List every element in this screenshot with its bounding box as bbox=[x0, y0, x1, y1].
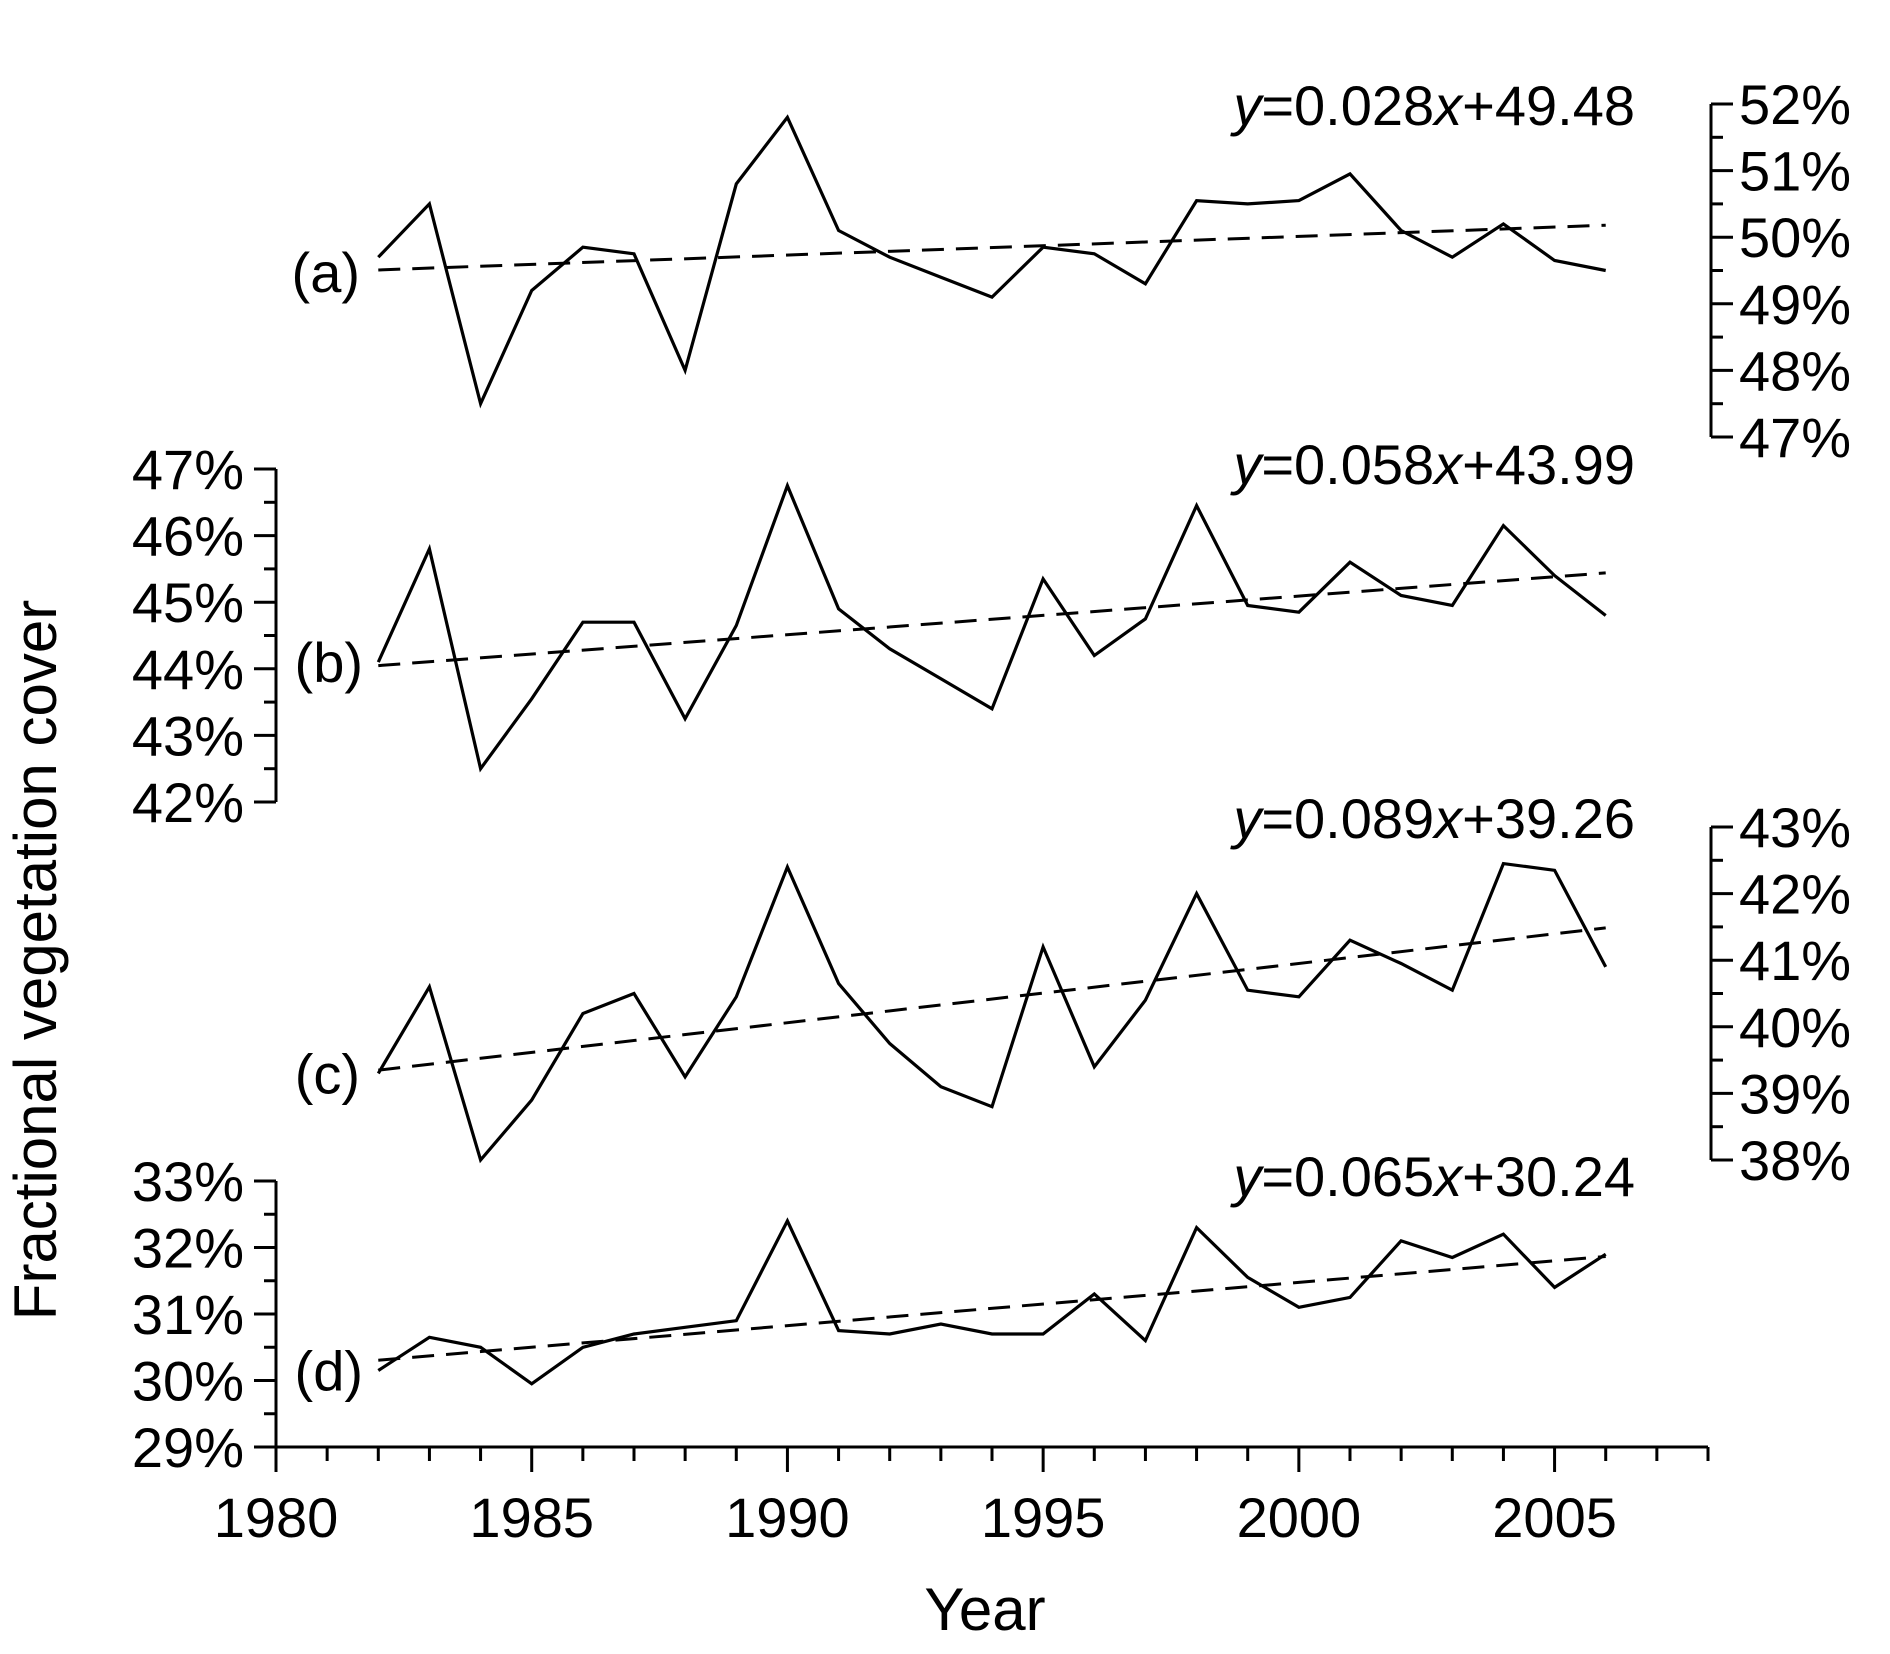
x-tick-label: 1990 bbox=[725, 1486, 850, 1549]
panel-b: 42%43%44%45%46%47% (b) y=0.058x+43.99 bbox=[132, 433, 1635, 834]
equation-part: =0.058 bbox=[1261, 433, 1434, 496]
equation-part: +49.48 bbox=[1462, 74, 1635, 137]
series-line bbox=[377, 1217, 1607, 1386]
trend-line bbox=[378, 926, 1606, 1072]
series-line bbox=[376, 481, 1607, 773]
equation-part: +39.26 bbox=[1462, 787, 1635, 850]
trend-equation: y=0.058x+43.99 bbox=[1229, 433, 1635, 496]
y-tick-label: 46% bbox=[132, 505, 244, 568]
equation-part: y bbox=[1229, 1145, 1264, 1208]
y-tick-label: 41% bbox=[1739, 929, 1851, 992]
y-tick-label: 39% bbox=[1739, 1062, 1851, 1125]
series-line bbox=[377, 114, 1607, 409]
x-tick-label: 1985 bbox=[469, 1486, 594, 1549]
y-tick-label: 44% bbox=[132, 638, 244, 701]
equation-part: =0.089 bbox=[1261, 787, 1434, 850]
x-tick-label: 1995 bbox=[981, 1486, 1106, 1549]
y-axis-left: 42%43%44%45%46%47% bbox=[132, 438, 278, 834]
equation-part: y bbox=[1229, 787, 1264, 850]
y-axis-right: 38%39%40%41%42%43% bbox=[1709, 796, 1851, 1192]
panel-c: 38%39%40%41%42%43% (c) y=0.089x+39.26 bbox=[295, 787, 1851, 1192]
equation-part: x bbox=[1431, 433, 1464, 496]
panel-label: (a) bbox=[292, 241, 360, 304]
y-tick-label: 49% bbox=[1739, 273, 1851, 336]
panel-a: 47%48%49%50%51%52% (a) y=0.028x+49.48 bbox=[292, 73, 1852, 469]
x-tick-label: 2000 bbox=[1237, 1486, 1362, 1549]
y-tick-label: 43% bbox=[132, 704, 244, 767]
equation-part: x bbox=[1431, 787, 1464, 850]
panel-label: (d) bbox=[295, 1340, 363, 1403]
y-tick-label: 31% bbox=[132, 1283, 244, 1346]
y-axis-left: 29%30%31%32%33% bbox=[132, 1150, 278, 1479]
equation-part: x bbox=[1431, 1145, 1464, 1208]
x-tick-label: 2005 bbox=[1492, 1486, 1617, 1549]
y-tick-label: 50% bbox=[1739, 206, 1851, 269]
y-tick-label: 30% bbox=[132, 1350, 244, 1413]
x-axis-title: Year bbox=[924, 1576, 1045, 1643]
x-axis-ticks: 1980 1985 1990 1995 2000 2005 bbox=[214, 1447, 1710, 1549]
panel-d: 29%30%31%32%33% (d) y=0.065x+30.24 bbox=[132, 1145, 1635, 1479]
y-tick-label: 48% bbox=[1739, 339, 1851, 402]
panel-label: (b) bbox=[295, 631, 363, 694]
equation-part: x bbox=[1431, 74, 1464, 137]
series-line bbox=[376, 861, 1608, 1164]
y-tick-label: 42% bbox=[132, 771, 244, 834]
trend-line bbox=[378, 571, 1606, 668]
trend-line bbox=[378, 223, 1606, 272]
y-tick-label: 47% bbox=[132, 438, 244, 501]
y-tick-label: 33% bbox=[132, 1150, 244, 1213]
y-axis-title: Fractional vegetation cover bbox=[2, 600, 69, 1320]
y-tick-label: 32% bbox=[132, 1217, 244, 1280]
trend-line bbox=[378, 1254, 1606, 1362]
y-tick-label: 45% bbox=[132, 571, 244, 634]
y-tick-label: 51% bbox=[1739, 140, 1851, 203]
equation-part: +30.24 bbox=[1462, 1145, 1635, 1208]
x-axis: 1980 1985 1990 1995 2000 2005 bbox=[214, 1445, 1710, 1549]
y-tick-label: 43% bbox=[1739, 796, 1851, 859]
panels: 47%48%49%50%51%52%(a)y=0.028x+49.4842%43… bbox=[132, 73, 1851, 1479]
equation-part: +43.99 bbox=[1462, 433, 1635, 496]
y-tick-label: 42% bbox=[1739, 863, 1851, 926]
y-tick-label: 52% bbox=[1739, 73, 1851, 136]
y-axis-right: 47%48%49%50%51%52% bbox=[1709, 73, 1851, 469]
trend-equation: y=0.028x+49.48 bbox=[1229, 74, 1635, 137]
equation-part: y bbox=[1229, 74, 1264, 137]
equation-part: =0.028 bbox=[1261, 74, 1434, 137]
equation-part: y bbox=[1229, 433, 1264, 496]
y-tick-label: 29% bbox=[132, 1416, 244, 1479]
panel-label: (c) bbox=[295, 1042, 360, 1105]
equation-part: =0.065 bbox=[1261, 1145, 1434, 1208]
y-tick-label: 40% bbox=[1739, 996, 1851, 1059]
y-tick-label: 38% bbox=[1739, 1129, 1851, 1192]
x-tick-label: 1980 bbox=[214, 1486, 339, 1549]
trend-equation: y=0.065x+30.24 bbox=[1229, 1145, 1635, 1208]
y-tick-label: 47% bbox=[1739, 406, 1851, 469]
trend-equation: y=0.089x+39.26 bbox=[1229, 787, 1635, 850]
